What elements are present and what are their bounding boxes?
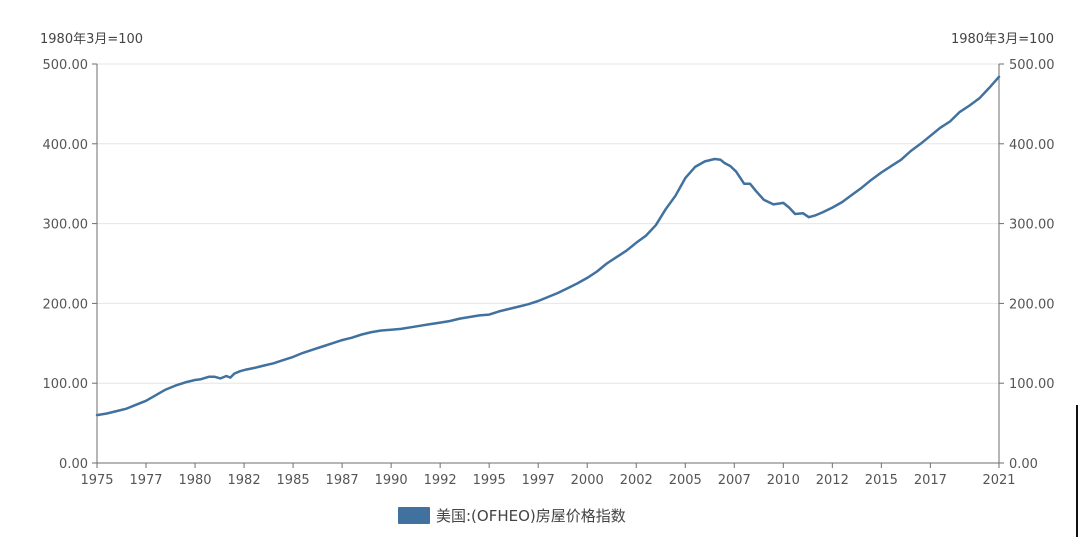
x-tick-label: 1995: [473, 473, 506, 488]
tick-labels: 0.00 0.00 100.00 100.00 200.00 200.00 300.00 30…: [43, 58, 1055, 488]
y-tick-label-left: 0.00: [59, 457, 88, 472]
y-tick-label-left: 200.00: [43, 297, 89, 312]
legend[interactable]: 美国:(OFHEO)房屋价格指数: [398, 507, 626, 525]
x-tick-label: 1975: [80, 473, 113, 488]
x-tick-label: 1977: [129, 473, 162, 488]
x-tick-label: 2017: [914, 473, 947, 488]
y-tick-label-left: 500.00: [43, 58, 89, 73]
legend-label: 美国:(OFHEO)房屋价格指数: [436, 507, 626, 525]
x-tick-label: 2007: [718, 473, 751, 488]
y-tick-label-right: 0.00: [1009, 457, 1038, 472]
y-tick-label-right: 100.00: [1009, 377, 1055, 392]
x-tick-label: 2002: [620, 473, 653, 488]
x-tick-label: 1985: [277, 473, 310, 488]
x-tick-label: 1987: [326, 473, 359, 488]
grid-lines: [97, 64, 999, 383]
right-unit-label: 1980年3月=100: [951, 32, 1054, 47]
y-tick-label-right: 500.00: [1009, 58, 1055, 73]
x-tick-label: 1997: [522, 473, 555, 488]
y-tick-label-right: 300.00: [1009, 218, 1055, 233]
tick-marks: [92, 64, 1004, 468]
x-tick-label: 1992: [424, 473, 457, 488]
x-tick-label: 1980: [178, 473, 211, 488]
series-line-house-price-index: [97, 77, 999, 415]
x-tick-label: 2010: [767, 473, 800, 488]
axes: [97, 64, 999, 463]
x-tick-label: 2012: [816, 473, 849, 488]
x-tick-label: 2005: [669, 473, 702, 488]
y-tick-label-right: 400.00: [1009, 138, 1055, 153]
edge-scroll-indicator: [1076, 405, 1078, 537]
y-tick-label-left: 300.00: [43, 218, 89, 233]
x-tick-label: 2021: [982, 473, 1015, 488]
x-tick-label: 1990: [375, 473, 408, 488]
y-tick-label-right: 200.00: [1009, 297, 1055, 312]
y-tick-label-left: 400.00: [43, 138, 89, 153]
x-tick-label: 2015: [865, 473, 898, 488]
legend-swatch: [398, 507, 430, 524]
left-unit-label: 1980年3月=100: [40, 32, 143, 47]
x-tick-label: 2000: [571, 473, 604, 488]
y-tick-label-left: 100.00: [43, 377, 89, 392]
x-tick-label: 1982: [228, 473, 261, 488]
